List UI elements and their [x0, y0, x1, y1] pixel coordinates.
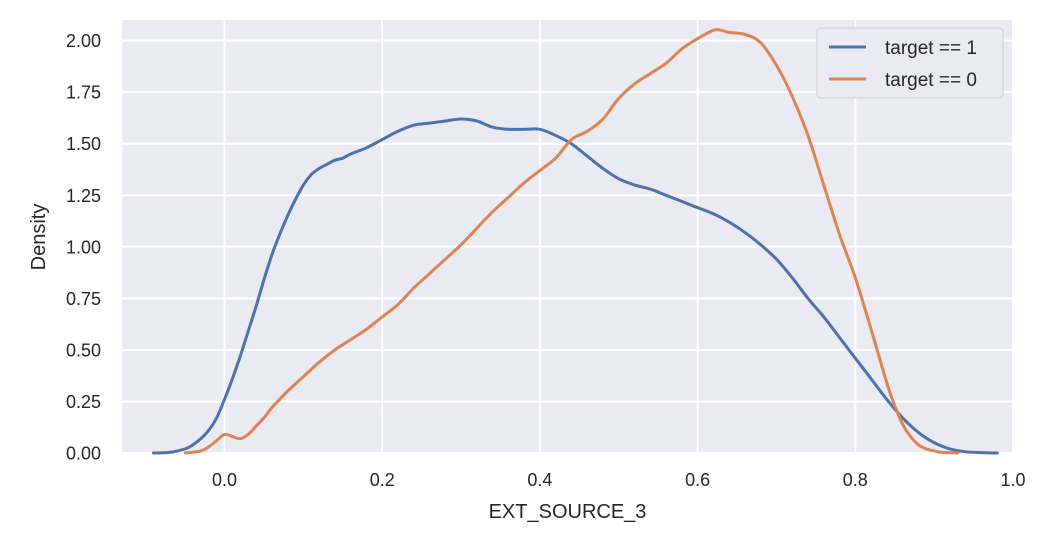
x-tick-label: 0.8 — [843, 470, 868, 490]
legend: target == 1 target == 0 — [816, 27, 1004, 99]
grid — [122, 20, 1014, 454]
legend-label-target-1: target == 1 — [885, 38, 977, 59]
x-tick-label: 0.6 — [685, 470, 710, 490]
y-tick-label: 2.00 — [66, 31, 101, 51]
x-axis-label: EXT_SOURCE_3 — [489, 501, 647, 523]
series-line-target-1 — [152, 117, 999, 455]
y-tick-label: 1.50 — [66, 134, 101, 154]
y-tick-label: 1.75 — [66, 83, 101, 103]
y-tick-label: 1.25 — [66, 186, 101, 206]
y-axis-ticks: 0.00 0.25 0.50 0.75 1.00 1.25 1.50 1.75 2.00 — [66, 31, 101, 463]
x-tick-label: 0.0 — [212, 470, 237, 490]
y-tick-label: 0.25 — [66, 392, 101, 412]
curves — [152, 28, 999, 455]
x-tick-label: 0.2 — [370, 470, 395, 490]
y-tick-label: 0.50 — [66, 340, 101, 360]
y-tick-label: 1.00 — [66, 237, 101, 257]
x-tick-label: 0.4 — [527, 470, 552, 490]
legend-label-target-0: target == 0 — [885, 70, 977, 91]
series-line-target-0 — [183, 28, 960, 455]
y-axis-label: Density — [28, 204, 50, 271]
y-tick-label: 0.75 — [66, 289, 101, 309]
x-tick-label: 1.0 — [1000, 470, 1025, 490]
y-tick-label: 0.00 — [66, 444, 101, 464]
x-axis-ticks: 0.0 0.2 0.4 0.6 0.8 1.0 — [212, 470, 1026, 490]
